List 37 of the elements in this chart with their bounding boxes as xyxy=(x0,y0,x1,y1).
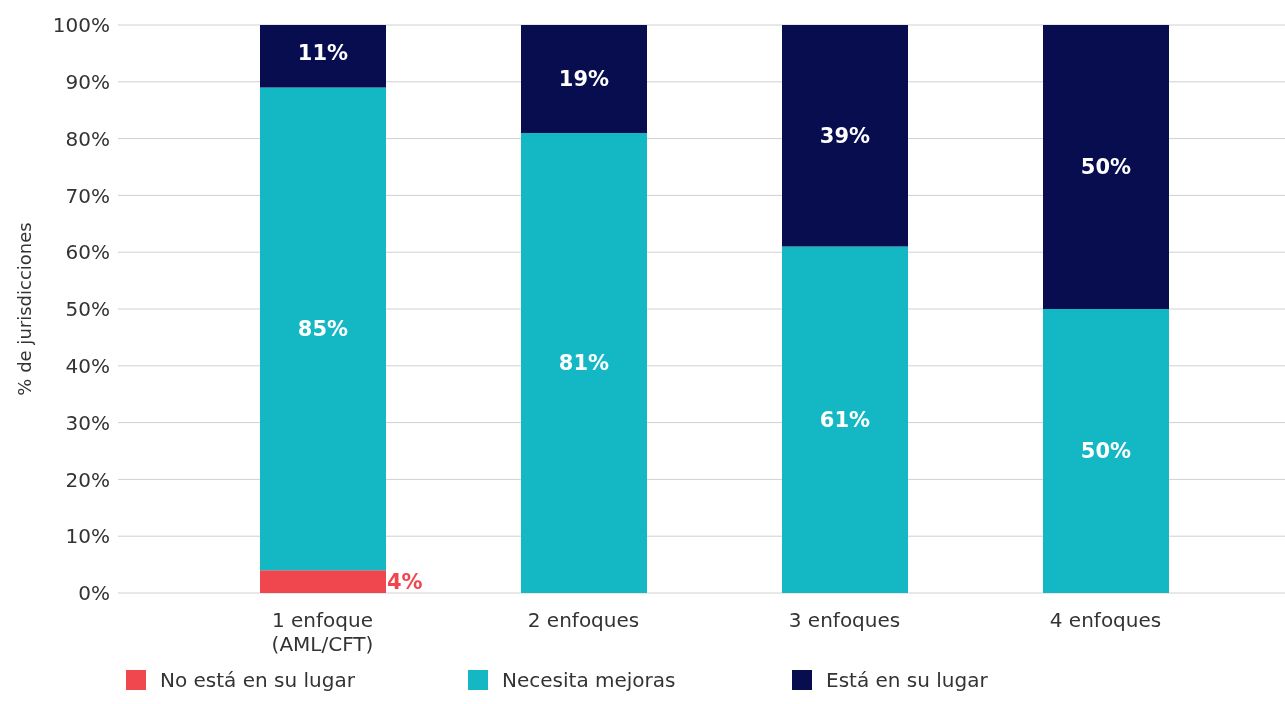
y-tick-label: 40% xyxy=(65,353,110,378)
y-tick-label: 80% xyxy=(65,126,110,151)
y-tick-label: 90% xyxy=(65,69,110,94)
bar xyxy=(260,570,386,593)
bar xyxy=(521,132,647,593)
legend-label: Está en su lugar xyxy=(826,668,988,692)
data-label: 61% xyxy=(819,407,871,432)
bar xyxy=(260,25,386,88)
legend-label: Necesita mejoras xyxy=(502,668,676,692)
x-tick-label: 4 enfoques xyxy=(1049,608,1162,632)
data-label: 85% xyxy=(297,316,349,341)
bar xyxy=(521,25,647,133)
bar xyxy=(782,25,908,247)
data-label: 4% xyxy=(387,569,423,594)
y-tick-label: 50% xyxy=(65,297,110,322)
bar xyxy=(782,246,908,593)
bar xyxy=(260,87,386,571)
data-label: 50% xyxy=(1080,439,1132,463)
x-tick-label: 3 enfoques xyxy=(788,608,901,632)
data-label: 81% xyxy=(558,350,610,375)
y-axis-title: % de jurisdicciones xyxy=(13,222,35,396)
data-label: 11% xyxy=(297,41,349,65)
y-tick-label: 20% xyxy=(65,467,110,492)
y-tick-label: 0% xyxy=(78,581,110,606)
y-tick-label: 60% xyxy=(65,240,110,265)
data-label: 39% xyxy=(819,123,871,148)
data-label: 19% xyxy=(558,66,610,91)
x-tick-label: 2 enfoques xyxy=(527,608,640,632)
data-label: 50% xyxy=(1080,155,1132,179)
x-tick-label: 1 enfoque (AML/CFT) xyxy=(271,608,374,656)
bar xyxy=(1043,309,1169,593)
y-tick-label: 10% xyxy=(65,524,110,549)
y-tick-label: 30% xyxy=(65,410,110,435)
y-tick-label: 70% xyxy=(65,183,110,208)
bar xyxy=(1043,25,1169,309)
y-tick-label: 100% xyxy=(52,13,110,38)
legend-label: No está en su lugar xyxy=(160,668,355,692)
